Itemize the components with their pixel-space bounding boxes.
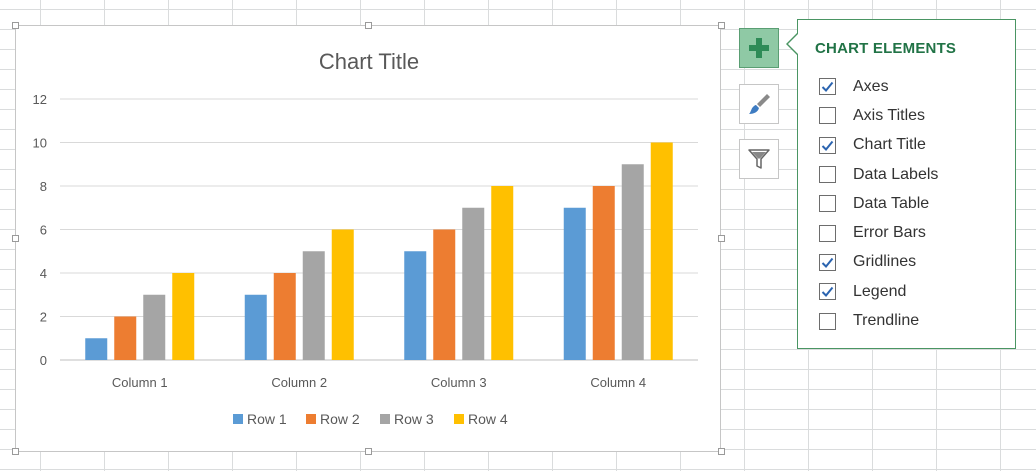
chart-elements-button[interactable] bbox=[739, 28, 779, 68]
gridlines-label: Gridlines bbox=[853, 253, 917, 271]
resize-handle-top[interactable] bbox=[365, 22, 372, 29]
x-tick-label: Column 1 bbox=[112, 375, 168, 390]
chart-styles-button[interactable] bbox=[739, 84, 779, 124]
bar-row-4-column-4[interactable] bbox=[650, 142, 673, 361]
checkmark-icon bbox=[821, 140, 834, 151]
data-labels-checkbox[interactable] bbox=[819, 166, 836, 184]
axes-label: Axes bbox=[853, 77, 889, 95]
error-bars-checkbox[interactable] bbox=[819, 224, 836, 242]
resize-handle-bottom-left[interactable] bbox=[12, 448, 19, 455]
paintbrush-icon bbox=[749, 94, 770, 114]
axis-titles-checkbox[interactable] bbox=[819, 107, 836, 125]
option-legend[interactable]: Legend bbox=[819, 277, 938, 306]
bar-row-4-column-1[interactable] bbox=[172, 273, 195, 360]
y-tick-label: 12 bbox=[33, 92, 47, 107]
option-axes[interactable]: Axes bbox=[819, 72, 938, 101]
chart-area[interactable]: Chart Title 0 2 4 6 8 10 12 Column 1 Column 2 Co… bbox=[15, 25, 721, 452]
x-tick-label: Column 3 bbox=[431, 375, 487, 390]
x-tick-label: Column 4 bbox=[590, 375, 646, 390]
legend-label[interactable]: Row 2 bbox=[320, 411, 360, 427]
y-tick-label: 0 bbox=[40, 353, 47, 368]
bar-row-2-column-3[interactable] bbox=[433, 229, 456, 361]
bar-row-2-column-1[interactable] bbox=[114, 316, 137, 361]
legend-checkbox[interactable] bbox=[819, 283, 836, 301]
option-data-labels[interactable]: Data Labels bbox=[819, 160, 938, 189]
plus-icon bbox=[749, 38, 769, 58]
bar-row-1-column-4[interactable] bbox=[563, 207, 586, 360]
filter-icon bbox=[748, 149, 770, 169]
trendline-label: Trendline bbox=[853, 312, 920, 330]
resize-handle-left[interactable] bbox=[12, 235, 19, 242]
chart-title-label: Chart Title bbox=[853, 136, 926, 154]
option-trendline[interactable]: Trendline bbox=[819, 306, 938, 335]
panel-title: CHART ELEMENTS bbox=[815, 40, 957, 57]
bar-row-3-column-2[interactable] bbox=[302, 251, 325, 360]
bar-row-2-column-4[interactable] bbox=[592, 186, 615, 360]
option-error-bars[interactable]: Error Bars bbox=[819, 218, 938, 247]
legend-label[interactable]: Row 1 bbox=[247, 411, 287, 427]
axis-titles-label: Axis Titles bbox=[853, 106, 926, 124]
bar-row-3-column-3[interactable] bbox=[462, 207, 485, 360]
resize-handle-bottom-right[interactable] bbox=[718, 448, 725, 455]
option-gridlines[interactable]: Gridlines bbox=[819, 248, 938, 277]
axes-checkbox[interactable] bbox=[819, 78, 836, 96]
chart-title[interactable]: Chart Title bbox=[319, 49, 419, 74]
bar-row-2-column-2[interactable] bbox=[273, 273, 296, 360]
y-tick-label: 6 bbox=[40, 223, 47, 238]
error-bars-label: Error Bars bbox=[853, 224, 926, 242]
data-table-checkbox[interactable] bbox=[819, 195, 836, 213]
checkmark-icon bbox=[821, 287, 834, 298]
legend-swatch[interactable] bbox=[380, 414, 390, 424]
chart-elements-list: Axes Axis Titles Chart Title Data Labels Dat… bbox=[819, 72, 938, 336]
data-labels-label: Data Labels bbox=[853, 165, 939, 183]
option-data-table[interactable]: Data Table bbox=[819, 189, 938, 218]
checkmark-icon bbox=[821, 82, 834, 93]
bar-row-3-column-4[interactable] bbox=[621, 164, 644, 360]
y-tick-label: 8 bbox=[40, 179, 47, 194]
resize-handle-right[interactable] bbox=[718, 235, 725, 242]
option-axis-titles[interactable]: Axis Titles bbox=[819, 101, 938, 130]
legend-swatch[interactable] bbox=[233, 414, 243, 424]
resize-handle-bottom[interactable] bbox=[365, 448, 372, 455]
option-chart-title[interactable]: Chart Title bbox=[819, 131, 938, 160]
bar-row-1-column-1[interactable] bbox=[85, 338, 108, 360]
legend-swatch[interactable] bbox=[454, 414, 464, 424]
y-tick-label: 2 bbox=[40, 310, 47, 325]
legend-swatch[interactable] bbox=[306, 414, 316, 424]
resize-handle-top-right[interactable] bbox=[718, 22, 725, 29]
legend-label: Legend bbox=[853, 282, 907, 300]
y-tick-label: 4 bbox=[40, 266, 47, 281]
bar-row-1-column-2[interactable] bbox=[244, 294, 267, 360]
bar-row-4-column-2[interactable] bbox=[331, 229, 354, 361]
bar-row-3-column-1[interactable] bbox=[143, 294, 166, 360]
bar-row-1-column-3[interactable] bbox=[404, 251, 427, 360]
chart-title-checkbox[interactable] bbox=[819, 136, 836, 154]
resize-handle-top-left[interactable] bbox=[12, 22, 19, 29]
chart-elements-panel: CHART ELEMENTS Axes Axis Titles Chart Titl… bbox=[797, 19, 1016, 349]
trendline-checkbox[interactable] bbox=[819, 312, 836, 330]
checkmark-icon bbox=[821, 257, 834, 268]
x-tick-label: Column 2 bbox=[271, 375, 327, 390]
chart-filters-button[interactable] bbox=[739, 139, 779, 179]
legend-label[interactable]: Row 4 bbox=[468, 411, 508, 427]
gridlines-checkbox[interactable] bbox=[819, 253, 836, 271]
chart-svg: Chart Title 0 2 4 6 8 10 12 Column 1 Column 2 Co… bbox=[33, 49, 698, 427]
bar-row-4-column-3[interactable] bbox=[491, 186, 514, 360]
data-table-label: Data Table bbox=[853, 194, 930, 212]
flyout-pointer-fill bbox=[788, 33, 799, 55]
y-tick-label: 10 bbox=[33, 136, 47, 151]
legend-label[interactable]: Row 3 bbox=[394, 411, 434, 427]
